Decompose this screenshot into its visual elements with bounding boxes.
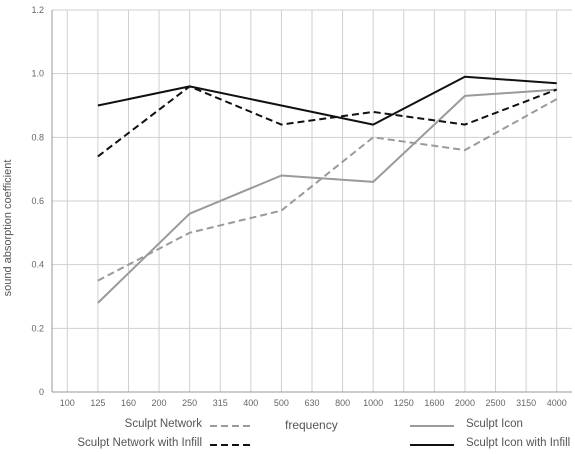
legend-label-sculpt-network: Sculpt Network xyxy=(124,418,202,430)
legend-swatch-sculpt-icon-infill xyxy=(410,444,454,446)
x-axis-title: frequency xyxy=(285,418,338,432)
x-tick-label: 3150 xyxy=(516,398,536,408)
grid xyxy=(51,9,572,393)
x-tick-label: 315 xyxy=(213,398,228,408)
x-tick-label: 800 xyxy=(335,398,350,408)
x-tick-label: 4000 xyxy=(547,398,567,408)
y-tick-label: 0.4 xyxy=(31,260,44,270)
legend-swatch-sculpt-icon xyxy=(410,425,454,427)
x-tick-label: 200 xyxy=(152,398,167,408)
y-tick-label: 0.8 xyxy=(31,132,44,142)
y-axis: 0 0.2 0.4 0.6 0.8 1.0 1.2 xyxy=(31,5,44,397)
x-tick-label: 100 xyxy=(60,398,75,408)
x-tick-label: 125 xyxy=(90,398,105,408)
x-tick-label: 2500 xyxy=(486,398,506,408)
x-axis: 100 125 160 200 250 315 400 500 630 800 1000 1250 16… xyxy=(60,398,567,408)
series-line-sculpt-icon xyxy=(97,88,557,304)
plot-area xyxy=(97,75,558,304)
x-tick-label: 250 xyxy=(182,398,197,408)
series-line-sculpt-network-with-infill xyxy=(97,85,558,158)
x-tick-label: 2000 xyxy=(455,398,475,408)
x-tick-label: 1000 xyxy=(363,398,383,408)
y-tick-label: 1.2 xyxy=(31,5,44,15)
x-tick-label: 630 xyxy=(304,398,319,408)
y-tick-label: 1.0 xyxy=(31,69,44,79)
series-line-sculpt-network xyxy=(97,98,558,282)
y-axis-title: sound absorption coefficient xyxy=(2,159,14,297)
series-line-sculpt-icon-with-infill xyxy=(97,75,557,126)
legend-label-sculpt-network-infill: Sculpt Network with Infill xyxy=(77,437,202,449)
legend-label-sculpt-icon-infill: Sculpt Icon with Infill xyxy=(466,437,571,449)
y-axis-title-wrap: sound absorption coefficient xyxy=(1,160,15,297)
y-tick-label: 0 xyxy=(39,387,44,397)
x-tick-label: 400 xyxy=(243,398,258,408)
x-tick-label: 500 xyxy=(274,398,289,408)
legend-label-sculpt-icon: Sculpt Icon xyxy=(466,418,523,430)
x-tick-label: 1600 xyxy=(424,398,444,408)
x-tick-label: 160 xyxy=(121,398,136,408)
legend-swatch-sculpt-network-infill xyxy=(210,444,254,446)
y-tick-label: 0.6 xyxy=(31,196,44,206)
y-tick-label: 0.2 xyxy=(31,323,44,333)
x-tick-label: 1250 xyxy=(394,398,414,408)
legend-swatch-sculpt-network xyxy=(210,425,254,427)
